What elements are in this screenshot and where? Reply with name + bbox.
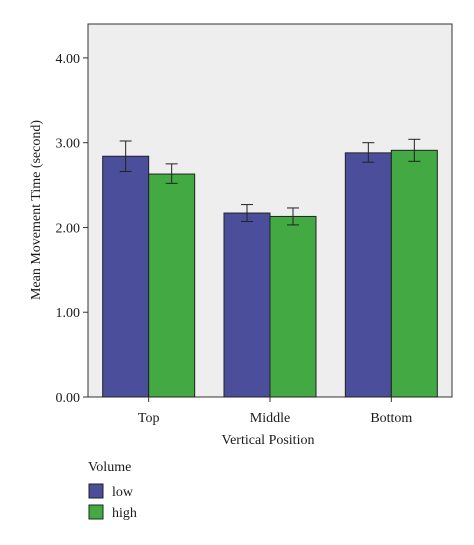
bar-low-top xyxy=(102,155,150,398)
y-tick-label: 4.00 xyxy=(56,52,81,67)
legend-swatch-high xyxy=(88,504,104,520)
legend-swatch-low xyxy=(88,483,104,499)
x-tick-label-bottom: Bottom xyxy=(370,411,412,426)
bar-low-bottom xyxy=(344,152,392,398)
legend-title: Volume xyxy=(88,460,131,475)
bar-low-middle xyxy=(223,212,271,398)
bar-high-middle xyxy=(269,215,317,398)
legend: low high xyxy=(88,483,137,521)
error-bars-layer xyxy=(119,138,421,226)
bars-layer xyxy=(102,149,438,398)
x-axis: Top Middle Bottom xyxy=(138,397,412,426)
y-tick-label: 0.00 xyxy=(56,391,81,406)
y-axis: 0.00 1.00 2.00 3.00 4.00 xyxy=(56,52,88,406)
x-tick-label-middle: Middle xyxy=(250,411,290,426)
x-axis-title: Vertical Position xyxy=(222,433,315,448)
y-tick-label: 1.00 xyxy=(56,306,81,321)
x-tick-label-top: Top xyxy=(138,411,160,426)
legend-label-low: low xyxy=(112,485,134,500)
legend-label-high: high xyxy=(112,506,137,521)
bar-high-bottom xyxy=(390,149,438,398)
y-tick-label: 3.00 xyxy=(56,137,81,152)
bar-high-top xyxy=(148,173,196,398)
y-tick-label: 2.00 xyxy=(56,221,81,236)
y-axis-title: Mean Movement Time (second) xyxy=(29,120,44,300)
